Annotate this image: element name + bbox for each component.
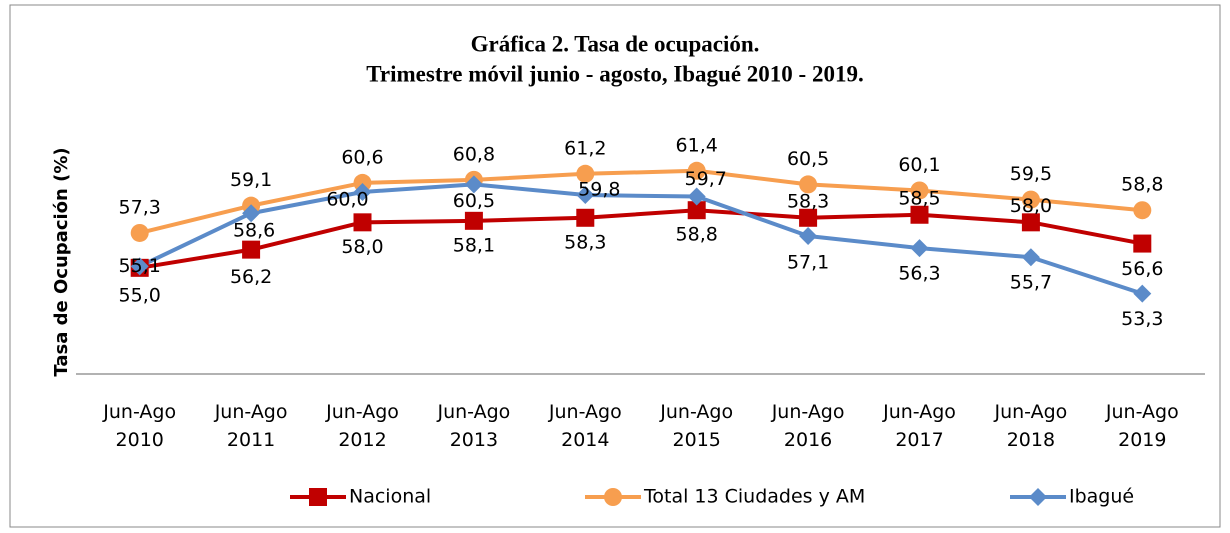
marker (576, 164, 595, 183)
chart-border (9, 4, 1221, 528)
series-line (139, 208, 1143, 270)
x-tick-label: Jun-Ago 2015 (659, 401, 733, 451)
data-label: 58,3 (787, 190, 829, 212)
data-label: 58,8 (676, 224, 718, 246)
data-label: 60,8 (453, 143, 495, 165)
marker (130, 257, 149, 276)
marker (799, 226, 818, 245)
marker (799, 208, 818, 227)
data-label: 57,3 (119, 196, 161, 218)
x-tick-label: Jun-Ago 2019 (1105, 401, 1179, 451)
marker (1021, 213, 1040, 232)
x-tick-label: Jun-Ago 2018 (993, 401, 1067, 451)
marker (1133, 284, 1152, 303)
marker (1133, 234, 1152, 253)
legend-marker (1029, 488, 1047, 506)
marker (576, 208, 595, 227)
marker (910, 181, 929, 200)
data-label: 58,5 (898, 187, 940, 209)
data-label: 56,2 (230, 266, 272, 288)
series-line (139, 168, 1143, 235)
x-tick-label: Jun-Ago 2012 (325, 401, 399, 451)
marker (353, 213, 372, 232)
data-label: 60,6 (341, 146, 383, 168)
data-label: 58,1 (453, 234, 495, 256)
legend-marker (309, 488, 327, 506)
data-label: 55,7 (1010, 272, 1052, 294)
data-label: 57,1 (787, 251, 829, 273)
data-label: 61,4 (676, 134, 718, 156)
marker (353, 173, 372, 192)
data-label: 56,3 (898, 263, 940, 285)
marker (464, 175, 483, 194)
data-label: 53,3 (1121, 308, 1163, 330)
x-tick-label: Jun-Ago 2013 (436, 401, 510, 451)
marker (576, 186, 595, 205)
data-label: 55,1 (119, 255, 161, 277)
data-label: 59,5 (1010, 163, 1052, 185)
data-label: 60,1 (898, 154, 940, 176)
chart-title: Gráfica 2. Tasa de ocupación. (471, 31, 760, 56)
marker (242, 240, 261, 259)
series-line (138, 182, 1143, 296)
data-label: 56,6 (1121, 258, 1163, 280)
legend-label: Total 13 Ciudades y AM (643, 486, 865, 508)
marker (799, 175, 818, 194)
data-label: 58,6 (233, 220, 275, 242)
marker (242, 204, 261, 223)
data-label: 58,8 (1121, 174, 1163, 196)
data-label: 59,7 (685, 168, 727, 190)
data-label: 58,0 (1010, 195, 1052, 217)
data-label: 58,3 (564, 231, 606, 253)
data-label: 59,8 (578, 179, 620, 201)
data-label: 61,2 (564, 137, 606, 159)
chart-subtitle: Trimestre móvil junio - agosto, Ibagué 2… (366, 61, 863, 86)
marker (1021, 190, 1040, 209)
marker (464, 211, 483, 230)
x-tick-label: Jun-Ago 2017 (882, 401, 956, 451)
marker (687, 161, 706, 180)
x-tick-label: Jun-Ago 2014 (548, 401, 622, 451)
marker (910, 239, 929, 258)
data-label: 60,0 (326, 189, 368, 211)
legend-label: Nacional (349, 486, 431, 508)
marker (1021, 248, 1040, 267)
marker (130, 223, 149, 242)
x-tick-label: Jun-Ago 2011 (214, 401, 288, 451)
legend-label: Ibagué (1069, 486, 1134, 508)
y-axis-label: Tasa de Ocupación (%) (51, 147, 72, 376)
data-label: 60,5 (787, 148, 829, 170)
data-label: 60,5 (453, 190, 495, 212)
data-label: 55,0 (119, 284, 161, 306)
marker (353, 183, 372, 201)
data-label: 58,0 (341, 236, 383, 258)
x-tick-label: Jun-Ago 2016 (771, 401, 845, 451)
marker (910, 205, 929, 224)
marker (1133, 201, 1152, 220)
marker (687, 187, 706, 206)
legend-marker (604, 488, 622, 506)
x-tick-label: Jun-Ago 2010 (102, 401, 176, 451)
marker (687, 201, 706, 220)
data-label: 59,1 (230, 169, 272, 191)
